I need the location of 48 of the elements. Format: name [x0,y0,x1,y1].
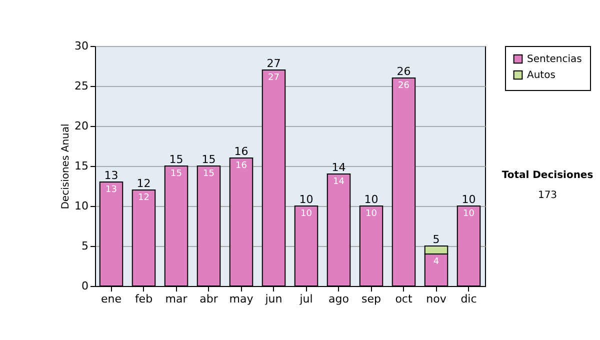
total-label: 14 [332,161,346,174]
x-tick-label: ago [328,292,350,306]
data-label: 4 [433,257,440,267]
total-label: 16 [234,145,248,158]
y-tick-label: 0 [82,280,88,292]
x-tick-label: ene [100,292,122,306]
total-label: 12 [136,177,151,190]
data-label: 10 [300,209,312,219]
x-tick-label: nov [426,292,447,306]
x-tick-label: feb [134,292,153,306]
x-tick-label: jun [264,292,282,306]
x-tick-label: oct [395,292,413,306]
x-tick-label: mar [165,292,188,306]
total-label: 15 [202,153,216,166]
data-label: 12 [138,193,150,203]
legend-label: Sentencias [527,54,582,65]
y-tick-label: 20 [74,120,88,132]
total-label: 10 [299,193,314,206]
text: 173 [536,190,558,201]
data-label: 27 [268,73,280,83]
data-label: 15 [170,169,182,179]
text: Total Decisiones [500,170,594,181]
data-label: 10 [366,209,378,219]
data-label: 16 [236,161,248,171]
y-tick-label: 30 [74,40,88,52]
y-tick-label: 5 [82,240,88,252]
x-tick-label: sep [362,292,382,306]
x-tick-label: jul [298,292,313,306]
data-label: 15 [203,169,214,179]
y-tick-label: 15 [74,160,88,172]
legend-label: Autos [527,70,556,81]
data-label: 14 [333,177,345,187]
data-label: 13 [106,185,117,195]
x-tick-label: abr [200,292,218,306]
x-tick-label: may [229,292,254,306]
total-label: 26 [396,65,411,78]
total-label: 15 [169,153,184,166]
y-tick-label: 25 [74,80,88,92]
total-label: 13 [104,169,118,182]
total-label: 27 [266,57,281,70]
x-tick-label: dic [460,292,477,306]
total-label: 10 [462,193,476,206]
total-label: 5 [432,233,440,246]
y-axis-title: Decisiones Anual [60,124,72,210]
y-tick-label: 10 [74,200,88,212]
data-label: 26 [398,81,410,91]
data-label: 10 [463,209,475,219]
total-label: 10 [364,193,378,206]
